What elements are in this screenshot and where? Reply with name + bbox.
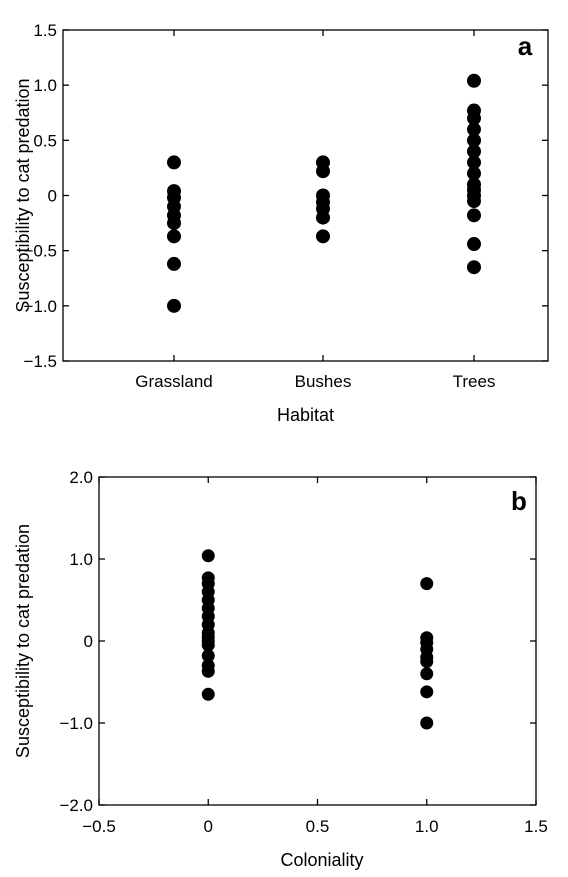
panel-a-data-point (167, 298, 181, 313)
panel-a-data-point (467, 144, 481, 159)
panel-a-data-point (467, 133, 481, 148)
panel-b-x-tick-label: 0.5 (306, 817, 330, 836)
panel-a-data-point (467, 73, 481, 88)
panel-a-data-point (467, 111, 481, 126)
panel-b-data-point (201, 664, 215, 678)
panel-a-data-point (467, 260, 481, 275)
panel-b-points (201, 549, 434, 730)
panel-b-y-tick-label: −2.0 (59, 796, 93, 815)
panel-a-letter: a (518, 31, 533, 61)
panel-a-y-tick-label: 0 (48, 187, 57, 206)
panel-a-data-point (467, 122, 481, 137)
panel-b-y-tick-label: −1.0 (59, 714, 93, 733)
panel-b-x-tick-label: 1.0 (415, 817, 439, 836)
panel-a-data-point (467, 208, 481, 223)
panel-a-y-tick-label: 1.5 (33, 21, 57, 40)
panel-b-letter: b (511, 486, 527, 516)
panel-a-x-axis-title: Habitat (277, 405, 334, 425)
panel-b-x-tick-label: −0.5 (82, 817, 116, 836)
panel-b-data-point (201, 649, 215, 663)
panel-b-data-point (420, 685, 434, 699)
panel-a-y-tick-label: 1.0 (33, 76, 57, 95)
panel-a-data-point (467, 166, 481, 181)
panel-a-data-point (467, 237, 481, 252)
panel-a-y-tick-label: −0.5 (23, 242, 57, 261)
panel-b-y-tick-label: 0 (84, 632, 93, 651)
panel-b-y-tick-label: 2.0 (69, 468, 93, 487)
panel-a-y-ticks: 1.5 1.0 0.5 0 −0.5 −1.0 −1.5 (23, 21, 548, 371)
panel-a-y-axis-title: Susceptibility to cat predation (13, 78, 33, 312)
panel-b-y-axis-title: Susceptibility to cat predation (13, 524, 33, 758)
panel-b-y-tick-label: 1.0 (69, 550, 93, 569)
panel-a-data-point (467, 155, 481, 170)
panel-a-data-point (316, 164, 330, 179)
panel-b-data-point (420, 577, 434, 591)
panel-a-data-point (167, 229, 181, 244)
panel-b-plot-frame (98, 476, 537, 806)
panel-a-x-tick-label: Trees (453, 372, 496, 391)
panel-a-scatter-chart: 1.5 1.0 0.5 0 −0.5 −1.0 −1.5 Grassland Bushes Tr… (13, 21, 549, 425)
panel-a-data-point (316, 210, 330, 225)
panel-a-y-tick-label: 0.5 (33, 131, 57, 150)
panel-b-scatter-chart: 2.0 1.0 0 −1.0 −2.0 −0.5 0 0.5 1.0 1.5 b Colonia… (13, 468, 548, 870)
panel-b-data-point (201, 687, 215, 701)
panel-a-y-tick-label: −1.0 (23, 297, 57, 316)
panel-b-y-ticks: 2.0 1.0 0 −1.0 −2.0 (59, 468, 536, 815)
panel-a-y-tick-label: −1.5 (23, 352, 57, 371)
panel-b-data-point (420, 667, 434, 681)
panel-b-data-point (201, 638, 215, 652)
panel-a-data-point (167, 155, 181, 170)
panel-b-x-ticks: −0.5 0 0.5 1.0 1.5 (82, 477, 548, 836)
panel-a-data-point (316, 229, 330, 244)
panel-b-data-point (420, 655, 434, 668)
panel-b-data-point (201, 549, 215, 563)
panel-b-x-tick-label: 0 (204, 817, 213, 836)
panel-a-x-tick-label: Bushes (295, 372, 352, 391)
panel-a-points (167, 73, 481, 313)
panel-a-data-point (167, 256, 181, 271)
panel-a-data-point (467, 194, 481, 209)
panel-b-x-tick-label: 1.5 (524, 817, 548, 836)
panel-a-x-tick-label: Grassland (135, 372, 212, 391)
panel-b-data-point (420, 716, 434, 730)
panel-b-x-axis-title: Coloniality (280, 850, 363, 870)
panel-a-x-ticks: Grassland Bushes Trees (135, 30, 495, 391)
panel-a-data-point (167, 216, 181, 231)
